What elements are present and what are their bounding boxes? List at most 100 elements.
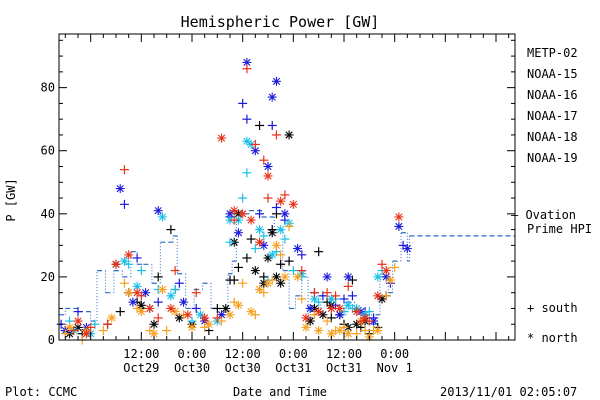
north-marker	[233, 300, 243, 310]
north-marker	[263, 278, 273, 288]
north-marker-stroke	[272, 241, 281, 249]
north-marker	[373, 272, 383, 282]
south-marker	[69, 326, 79, 336]
south-marker	[242, 253, 252, 263]
north-marker-stroke	[184, 311, 192, 319]
north-marker	[267, 250, 277, 260]
north-marker	[301, 313, 311, 323]
north-marker	[326, 329, 336, 339]
north-marker-stroke	[344, 330, 352, 338]
south-marker	[339, 294, 349, 304]
south-marker	[390, 262, 400, 272]
ovation-hpi-layer	[59, 210, 515, 325]
north-marker-stroke	[74, 317, 82, 325]
north-marker	[293, 244, 303, 254]
north-marker	[250, 266, 260, 276]
north-marker-stroke	[353, 320, 361, 328]
north-marker-stroke	[302, 314, 310, 322]
south-marker	[191, 288, 201, 298]
north-marker-stroke	[268, 93, 276, 101]
south-marker	[250, 244, 260, 254]
x-tick-time-label: 0:00	[178, 347, 207, 361]
north-marker-stroke	[277, 225, 285, 234]
north-marker-stroke	[272, 77, 281, 85]
x-axis-ticks: 12:00Oct290:00Oct3012:00Oct300:00Oct3112…	[64, 34, 510, 375]
x-tick-date-label: Oct31	[275, 361, 311, 375]
south-marker	[86, 322, 96, 332]
south-marker	[233, 262, 243, 272]
north-marker-stroke	[65, 323, 74, 332]
north-marker-stroke	[302, 323, 310, 332]
north-marker	[157, 212, 167, 222]
x-tick-time-label: 0:00	[279, 347, 308, 361]
north-marker	[132, 288, 142, 298]
north-marker	[225, 209, 235, 219]
south-marker	[250, 139, 260, 149]
south-marker	[276, 250, 286, 260]
north-marker-stroke	[120, 257, 129, 265]
north-marker-stroke	[205, 320, 213, 328]
south-marker	[309, 288, 319, 298]
north-marker-stroke	[255, 238, 264, 246]
plot-timestamp: 2013/11/01 02:05:07	[440, 385, 577, 399]
north-marker	[276, 225, 286, 235]
north-marker-stroke	[315, 326, 323, 335]
north-marker-stroke	[344, 301, 352, 309]
legend-entry: NOAA-18	[527, 130, 578, 144]
north-marker-stroke	[277, 279, 285, 287]
north-marker-stroke	[285, 131, 293, 139]
north-marker-stroke	[167, 304, 175, 313]
south-marker	[73, 307, 83, 317]
north-marker-stroke	[378, 295, 386, 303]
south-marker	[314, 247, 324, 257]
north-marker-stroke	[226, 210, 234, 218]
north-marker	[221, 303, 231, 313]
north-marker-stroke	[230, 207, 238, 215]
north-marker-stroke	[150, 330, 158, 338]
north-marker-stroke	[125, 251, 133, 259]
south-marker	[212, 303, 222, 313]
ovation-label-line1: — Ovation	[511, 208, 576, 222]
north-marker	[153, 206, 163, 216]
north-marker-stroke	[361, 314, 369, 322]
south-marker	[153, 313, 163, 323]
legend: METP-02 NOAA-15 NOAA-16 NOAA-17 NOAA-18 NOAA-…	[527, 46, 578, 165]
north-marker	[166, 291, 176, 301]
x-tick-date-label: Oct31	[326, 361, 362, 375]
south-marker	[212, 313, 222, 323]
north-marker-stroke	[234, 301, 243, 309]
north-marker-stroke	[403, 244, 411, 253]
south-marker	[297, 266, 307, 276]
south-marker	[242, 114, 252, 124]
y-axis-ticks: 0 20 40 60 80	[41, 39, 515, 347]
south-marker	[166, 225, 176, 235]
south-marker	[263, 193, 273, 203]
south-marker	[259, 231, 269, 241]
north-marker-stroke	[281, 273, 289, 281]
north-marker	[263, 161, 273, 171]
north-marker	[73, 316, 83, 326]
north-marker-stroke	[382, 273, 390, 281]
north-marker	[136, 307, 146, 317]
north-marker-stroke	[158, 213, 167, 221]
south-marker	[103, 319, 113, 329]
north-marker-stroke	[137, 301, 145, 309]
north-marker-stroke	[226, 311, 234, 319]
north-marker	[217, 310, 227, 320]
x-tick-time-label: 12:00	[326, 347, 362, 361]
north-marker-stroke	[201, 314, 209, 322]
x-tick-time-label: 0:00	[380, 347, 409, 361]
north-marker-stroke	[239, 210, 247, 218]
north-marker	[157, 285, 167, 295]
north-marker-stroke	[374, 292, 382, 300]
south-marker	[280, 234, 290, 244]
north-marker-stroke	[374, 326, 382, 335]
north-marker	[119, 256, 129, 266]
north-marker-stroke	[137, 307, 145, 316]
north-marker	[246, 215, 256, 225]
south-marker	[297, 250, 307, 260]
marker-key-north: * north	[527, 331, 578, 345]
y-tick-label: 80	[41, 81, 55, 95]
y-tick-label: 60	[41, 144, 55, 158]
south-marker	[225, 237, 235, 247]
